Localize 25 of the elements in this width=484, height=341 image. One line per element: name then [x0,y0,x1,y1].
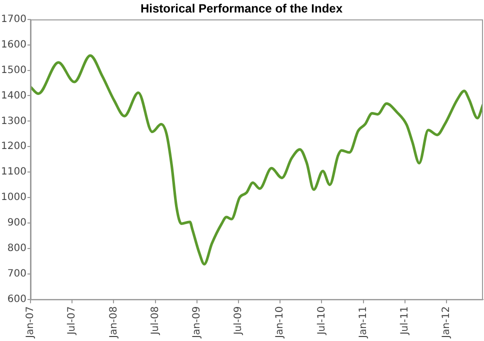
y-tick-label: 1600 [0,39,26,50]
y-tick-label: 600 [7,294,26,305]
x-tick-label: Jul-08 [150,306,161,336]
y-tick-label: 1500 [0,64,26,76]
x-tick-label: Jul-10 [316,306,328,336]
x-tick-label: Jan-08 [108,306,120,339]
y-tick-label: 1200 [0,141,26,152]
x-tick-label: Jul-07 [66,306,78,336]
y-tick-label: 700 [7,268,26,280]
y-tick-label: 1100 [0,166,26,178]
x-tick-label: Jul-09 [233,306,244,336]
chart-title: Historical Performance of the Index [140,2,343,16]
x-tick-label: Jan-07 [25,306,36,339]
x-tick-label: Jul-11 [399,306,410,336]
y-tick-label: 1700 [0,14,26,25]
y-tick-label: 1400 [0,90,26,102]
y-tick-label: 800 [7,242,26,254]
y-tick-label: 1300 [0,116,26,127]
x-tick-label: Jan-11 [358,306,369,339]
x-tick-label: Jan-12 [441,306,452,339]
x-tick-label: Jan-09 [191,306,202,339]
line-series [30,54,483,266]
y-tick-label: 900 [7,218,26,229]
y-tick-label: 1000 [0,192,26,204]
x-tick-label: Jan-10 [274,306,286,339]
